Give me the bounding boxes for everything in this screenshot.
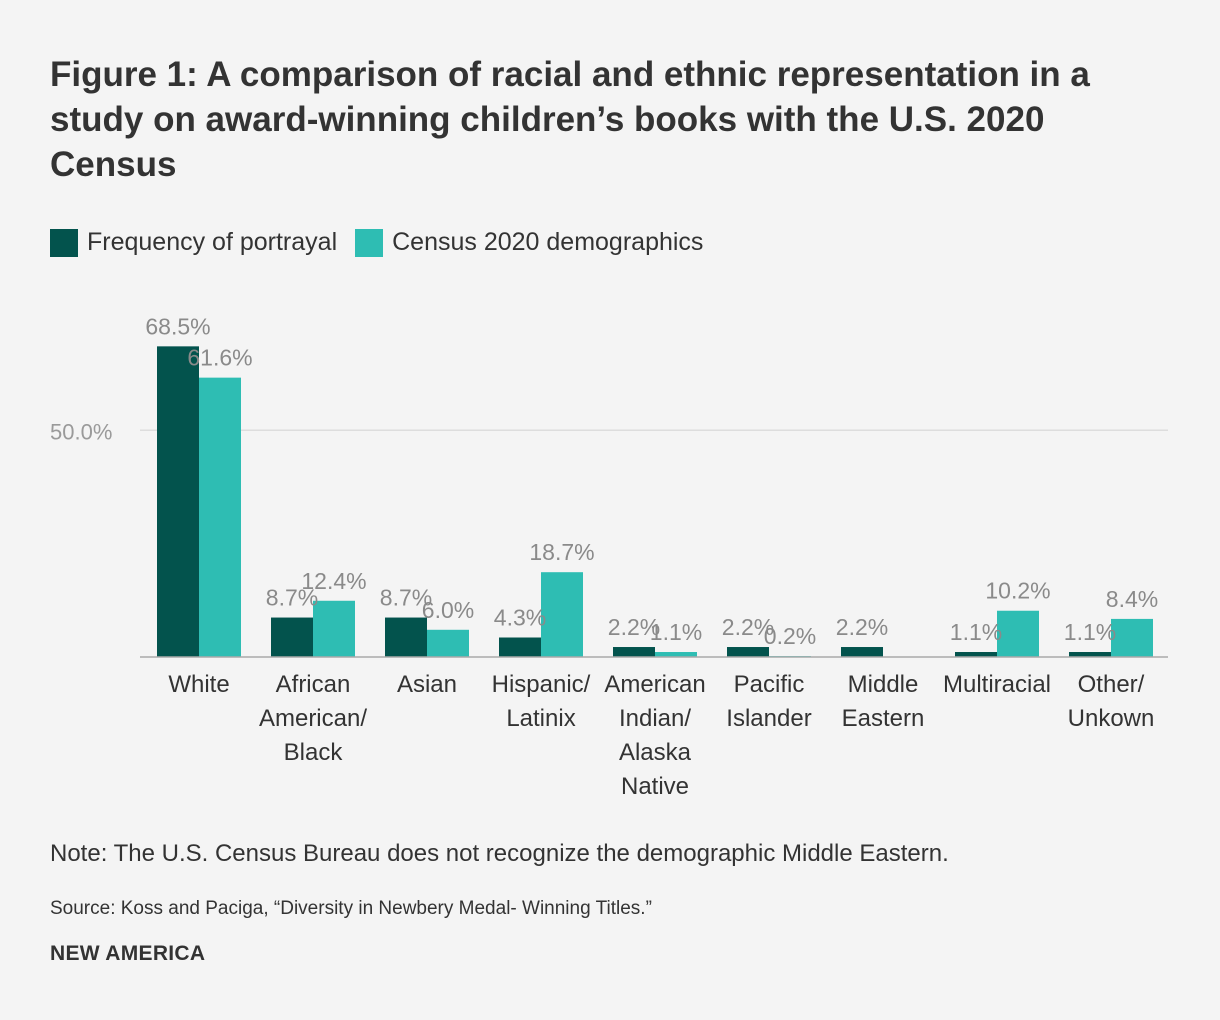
category-label-3-line-1: Latinix xyxy=(506,705,575,732)
value-label-census-2: 6.0% xyxy=(422,597,474,623)
legend-swatch-census xyxy=(355,228,384,257)
value-label-frequency-2: 8.7% xyxy=(380,585,432,611)
bar-frequency-4 xyxy=(613,647,655,657)
bar-frequency-0 xyxy=(157,346,199,657)
value-label-frequency-6: 2.2% xyxy=(836,614,888,640)
bar-frequency-7 xyxy=(955,652,997,657)
value-label-frequency-1: 8.7% xyxy=(266,585,318,611)
legend: Frequency of portrayal Census 2020 demog… xyxy=(50,228,721,257)
value-label-census-0: 61.6% xyxy=(187,345,252,371)
value-label-frequency-0: 68.5% xyxy=(145,313,210,339)
value-label-census-1: 12.4% xyxy=(301,568,366,594)
bar-census-0 xyxy=(199,377,241,657)
value-label-frequency-8: 1.1% xyxy=(1064,619,1116,645)
bar-census-3 xyxy=(541,572,583,657)
category-label-8-line-1: Unkown xyxy=(1068,705,1155,732)
category-label-7-line-0: Multiracial xyxy=(943,671,1051,698)
bar-census-2 xyxy=(427,629,469,657)
value-label-frequency-7: 1.1% xyxy=(950,619,1002,645)
value-label-census-7: 10.2% xyxy=(985,578,1050,604)
bar-frequency-3 xyxy=(499,637,541,657)
category-label-1-line-1: American/ xyxy=(259,705,367,732)
category-label-5-line-1: Islander xyxy=(726,705,811,732)
bar-chart: 50.0%68.5%61.6%8.7%12.4%8.7%6.0% 4.3%18.7… xyxy=(50,313,1168,800)
chart-title: Figure 1: A comparison of racial and eth… xyxy=(50,55,1090,184)
legend-item-frequency[interactable]: Frequency of portrayal xyxy=(50,228,337,257)
category-label-5-line-0: Pacific xyxy=(734,671,805,698)
value-label-frequency-3: 4.3% xyxy=(494,604,546,630)
category-label-0-line-0: White xyxy=(168,671,229,698)
category-label-1-line-2: Black xyxy=(284,739,344,766)
value-label-frequency-5: 2.2% xyxy=(722,614,774,640)
category-label-3-line-0: Hispanic/ xyxy=(492,671,591,698)
legend-label-census: Census 2020 demographics xyxy=(392,228,704,256)
bar-frequency-1 xyxy=(271,617,313,657)
category-label-1-line-0: African xyxy=(276,671,351,698)
category-label-4-line-1: Indian/ xyxy=(619,705,691,732)
chart-note: Note: The U.S. Census Bureau does not re… xyxy=(50,840,949,867)
y-tick-label-0: 50.0% xyxy=(50,419,112,444)
bar-census-8 xyxy=(1111,618,1153,657)
bar-frequency-6 xyxy=(841,647,883,657)
value-label-census-5: 0.2% xyxy=(764,623,816,649)
bar-frequency-2 xyxy=(385,617,427,657)
bar-frequency-8 xyxy=(1069,652,1111,657)
category-label-8-line-0: Other/ xyxy=(1078,671,1145,698)
category-label-6-line-0: Middle xyxy=(848,671,919,698)
bar-census-1 xyxy=(313,600,355,657)
brand-logo-text: NEW AMERICA xyxy=(50,942,206,965)
category-label-6-line-1: Eastern xyxy=(842,705,925,732)
bar-census-7 xyxy=(997,610,1039,657)
value-label-frequency-4: 2.2% xyxy=(608,614,660,640)
legend-item-census[interactable]: Census 2020 demographics xyxy=(355,228,703,257)
legend-swatch-frequency xyxy=(50,228,78,257)
bar-frequency-5 xyxy=(727,647,769,657)
category-label-4-line-0: American xyxy=(604,671,705,698)
value-label-census-3: 18.7% xyxy=(529,539,594,565)
legend-label-frequency: Frequency of portrayal xyxy=(87,228,338,256)
value-label-census-4: 1.1% xyxy=(650,619,702,645)
category-label-4-line-2: Alaska xyxy=(619,739,692,766)
bar-census-4 xyxy=(655,652,697,657)
value-label-census-8: 8.4% xyxy=(1106,586,1158,612)
category-label-2-line-0: Asian xyxy=(397,671,457,698)
category-label-4-line-3: Native xyxy=(621,773,689,800)
chart-source: Source: Koss and Paciga, “Diversity in N… xyxy=(50,898,652,919)
